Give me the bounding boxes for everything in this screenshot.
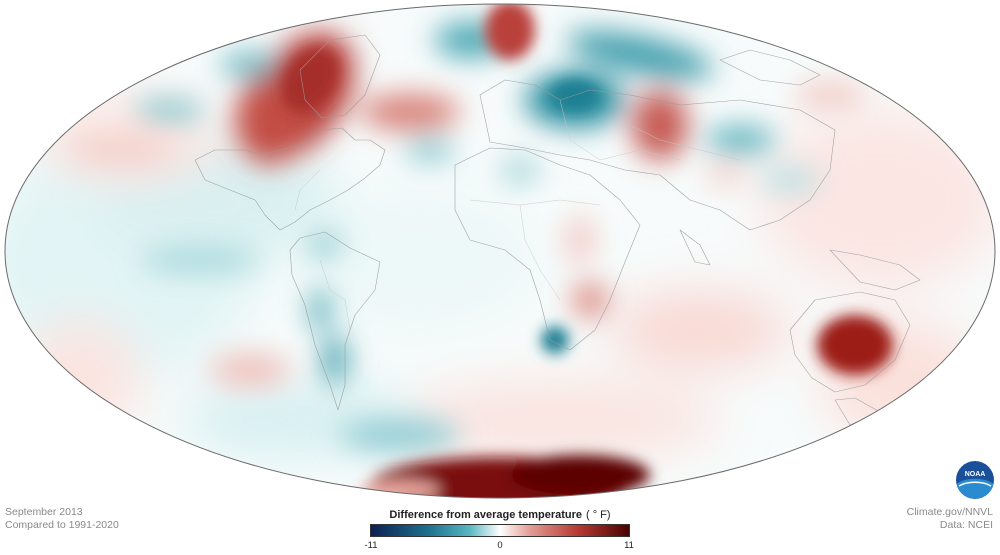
data-source-label: Data: NCEI: [939, 519, 993, 531]
coastlines: [194, 34, 921, 426]
legend-min-label: -11: [364, 540, 378, 551]
source-label: Climate.gov/NNVL: [906, 506, 993, 518]
date-label: September 2013: [5, 506, 83, 518]
regional-anomaly-layer: [70, 22, 865, 450]
color-legend: Difference from average temperature ( ° F…: [364, 509, 633, 555]
map-credits: Climate.gov/NNVL Data: NCEI: [907, 506, 993, 532]
globe-outline: [4, 3, 996, 499]
legend-title: Difference from average temperature: [389, 509, 582, 521]
legend-color-bar: [370, 524, 630, 537]
map-caption: September 2013 Compared to 1991-2020: [5, 506, 119, 532]
baseline-label: Compared to 1991-2020: [5, 519, 119, 531]
borders: [294, 99, 741, 331]
noaa-logo-text: NOAA: [965, 471, 986, 478]
legend-mid-label: 0: [497, 540, 503, 551]
noaa-logo: NOAA: [956, 461, 994, 499]
legend-title-row: Difference from average temperature ( ° F…: [370, 509, 630, 521]
legend-unit: ( ° F): [586, 509, 611, 521]
legend-max-label: 11: [624, 540, 634, 551]
